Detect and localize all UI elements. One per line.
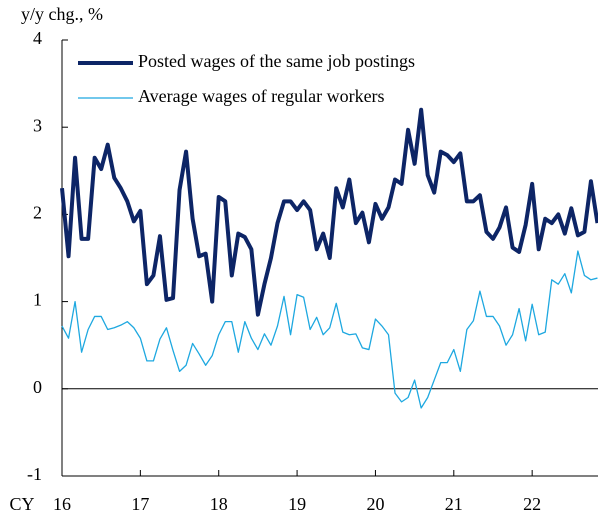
x-axis-label: CY	[9, 494, 34, 514]
series-line	[61, 250, 598, 409]
y-tick-label: 2	[33, 203, 42, 223]
x-tick-label: 16	[53, 494, 71, 514]
y-tick-label: 4	[33, 28, 42, 48]
x-tick-label: 19	[288, 494, 306, 514]
y-tick-label: -1	[27, 464, 42, 484]
legend-label: Posted wages of the same job postings	[138, 51, 415, 71]
series-line	[60, 107, 598, 317]
y-tick-label: 3	[33, 115, 42, 135]
x-tick-label: 20	[366, 494, 384, 514]
y-tick-label: 1	[33, 290, 42, 310]
x-tick-label: 18	[210, 494, 228, 514]
x-tick-label: 17	[131, 494, 149, 514]
y-axis-label: y/y chg., %	[21, 4, 103, 24]
legend-label: Average wages of regular workers	[138, 86, 385, 106]
x-tick-label: 22	[523, 494, 541, 514]
y-tick-label: 0	[33, 377, 42, 397]
x-tick-label: 21	[445, 494, 463, 514]
